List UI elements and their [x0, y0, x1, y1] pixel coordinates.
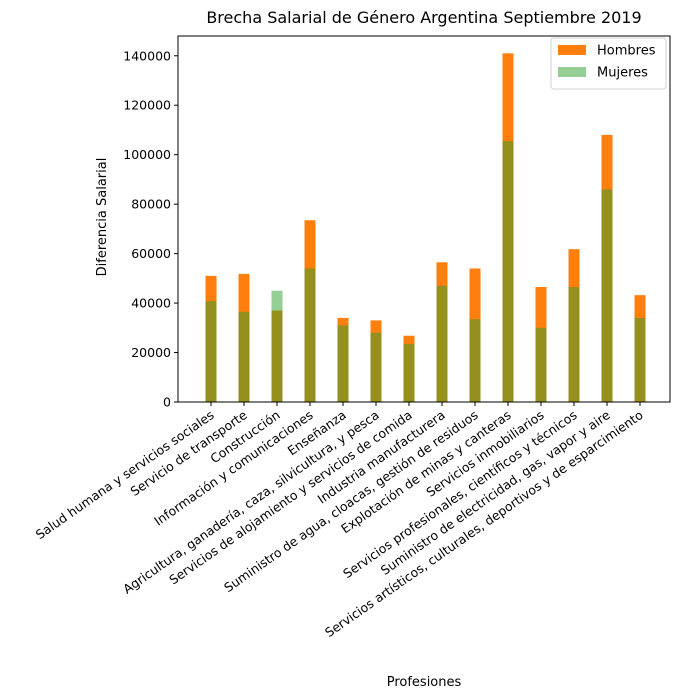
bars-group [205, 53, 646, 402]
y-tick-label: 120000 [123, 98, 171, 113]
y-axis-label: Diferencia Salarial [95, 158, 110, 277]
y-tick-label: 80000 [131, 197, 171, 212]
y-tick-label: 140000 [123, 48, 171, 63]
bar-mujeres-1 [238, 311, 250, 402]
x-axis-label: Profesiones [387, 675, 462, 690]
legend-label-hombres: Hombres [597, 44, 656, 59]
legend: Hombres Mujeres [550, 37, 667, 90]
y-tick-label: 100000 [123, 147, 171, 162]
legend-swatch-mujeres [558, 67, 586, 77]
bar-mujeres-0 [205, 301, 217, 402]
bar-mujeres-12 [601, 189, 613, 402]
bar-mujeres-5 [370, 332, 382, 402]
bar-mujeres-11 [568, 287, 580, 402]
axes-group [177, 35, 671, 403]
bar-mujeres-7 [436, 285, 448, 402]
legend-swatch-hombres [558, 45, 586, 55]
bar-mujeres-9 [502, 141, 514, 402]
y-tick-label: 60000 [131, 246, 171, 261]
bar-mujeres-3 [304, 268, 316, 402]
chart-title: Brecha Salarial de Género Argentina Sept… [206, 8, 641, 27]
plot-frame [177, 35, 671, 403]
legend-label-mujeres: Mujeres [597, 66, 648, 81]
bar-mujeres-10 [535, 327, 547, 402]
x-tick-label: Salud humana y servicios sociales [33, 407, 217, 542]
y-tick-label: 20000 [131, 345, 171, 360]
bar-mujeres-2 [271, 290, 283, 402]
x-axis-ticks: Salud humana y servicios socialesServici… [33, 402, 646, 640]
bar-mujeres-4 [337, 325, 349, 402]
y-axis-ticks: 0 20000 40000 60000 80000 100000 120000 140000 [123, 48, 178, 410]
y-tick-label: 40000 [131, 296, 171, 311]
bar-mujeres-6 [403, 343, 415, 402]
bar-mujeres-13 [634, 317, 646, 402]
bar-mujeres-8 [469, 319, 481, 402]
y-tick-label: 0 [163, 395, 171, 410]
